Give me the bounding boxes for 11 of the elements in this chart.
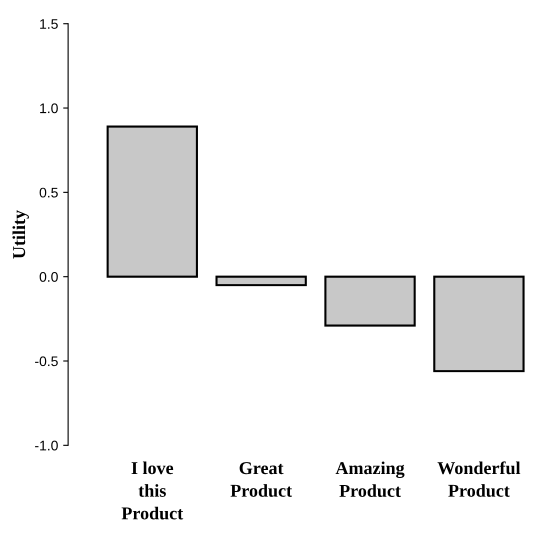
x-tick-label: Great Product [230,462,292,497]
x-tick-label: I love this Product [122,461,184,520]
x-tick-label: Amazing Product [336,461,404,498]
y-tick-label: 1.0 [40,103,58,114]
y-tick-label: 1.5 [40,19,58,29]
x-tick-label: Wonderful Product [438,461,520,497]
y-tick-label: 0.5 [40,188,58,198]
y-axis-title: Utility [12,210,29,259]
y-tick-label: -1.0 [35,440,58,450]
y-tick-label: 0.0 [40,272,58,282]
y-tick-label: -0.5 [35,356,58,366]
